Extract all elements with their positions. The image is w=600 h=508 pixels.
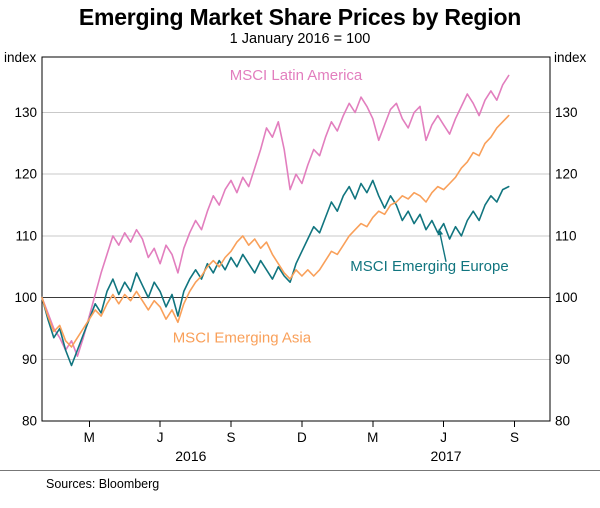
y-axis-unit-left: index — [4, 50, 37, 65]
series-line-msci-latin-america — [41, 74, 510, 357]
y-tick-label-left: 120 — [14, 167, 37, 182]
y-tick-label-right: 130 — [555, 105, 578, 120]
year-label: 2017 — [430, 448, 461, 464]
x-tick-label: D — [297, 430, 307, 445]
series-label-msci-latin-america: MSCI Latin America — [230, 67, 363, 84]
y-tick-label-left: 80 — [22, 413, 37, 428]
series-line-msci-emerging-asia — [41, 114, 510, 348]
y-tick-label-left: 100 — [14, 290, 37, 305]
series-label-msci-emerging-europe: MSCI Emerging Europe — [350, 258, 508, 275]
footer-divider — [0, 469, 600, 471]
x-tick-label: S — [510, 430, 519, 445]
series-label-msci-emerging-asia: MSCI Emerging Asia — [173, 329, 312, 346]
x-tick-label: J — [440, 430, 447, 445]
chart-title: Emerging Market Share Prices by Region — [78, 4, 522, 30]
y-tick-label-right: 110 — [555, 228, 577, 243]
y-tick-label-left: 90 — [22, 352, 37, 367]
year-label: 2016 — [175, 448, 206, 464]
y-tick-label-right: 100 — [555, 290, 578, 305]
y-tick-label-right: 80 — [555, 413, 570, 428]
chart-page: Emerging Market Share Prices by Region 1… — [0, 4, 600, 508]
y-tick-label-left: 110 — [15, 228, 37, 243]
y-tick-label-right: 120 — [555, 167, 578, 182]
line-chart: M J S D M J S 2016 2017 80 80 90 90 100 100 110 110 120 12… — [4, 50, 587, 464]
annotation-arrow-head — [437, 228, 444, 236]
y-axis-unit-right: index — [554, 50, 587, 65]
chart-subtitle: 1 January 2016 = 100 — [229, 31, 371, 48]
series-line-msci-emerging-europe — [41, 179, 510, 367]
x-tick-label: M — [367, 430, 378, 445]
plot-frame — [41, 56, 551, 422]
x-tick-label: M — [84, 430, 95, 445]
sources-note: Sources: Bloomberg — [46, 476, 160, 491]
annotation-arrow-line — [439, 232, 447, 262]
y-tick-label-right: 90 — [555, 352, 570, 367]
y-tick-label-left: 130 — [14, 105, 37, 120]
x-tick-label: S — [227, 430, 236, 445]
x-tick-label: J — [157, 430, 164, 445]
